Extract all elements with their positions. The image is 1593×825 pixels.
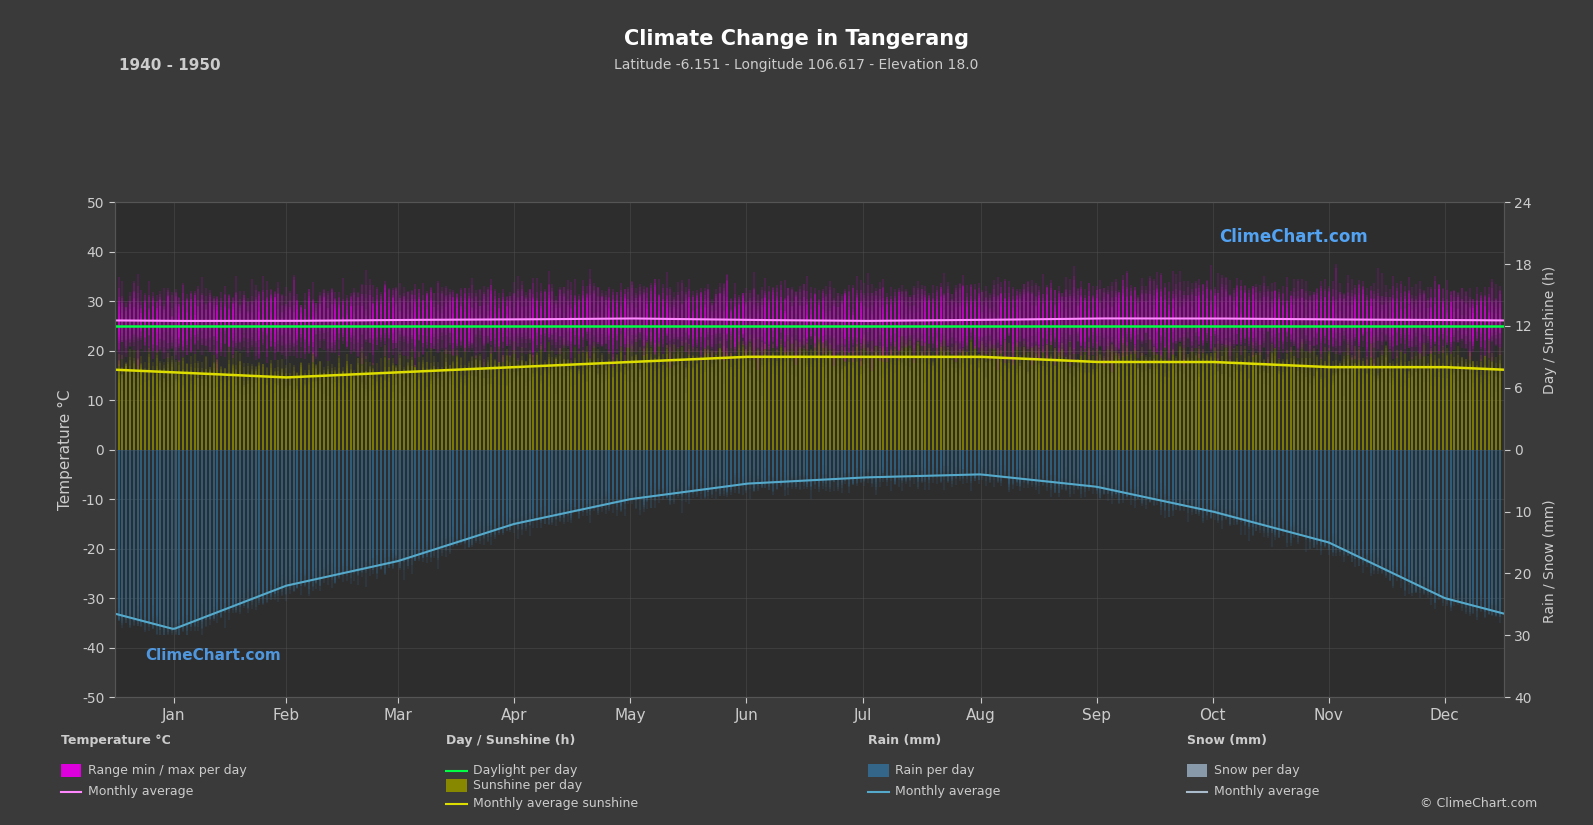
Text: Range min / max per day: Range min / max per day [88, 764, 247, 777]
Text: Day / Sunshine (h): Day / Sunshine (h) [446, 734, 575, 747]
Text: Rain / Snow (mm): Rain / Snow (mm) [1544, 499, 1556, 623]
Text: Snow (mm): Snow (mm) [1187, 734, 1266, 747]
Text: Latitude -6.151 - Longitude 106.617 - Elevation 18.0: Latitude -6.151 - Longitude 106.617 - El… [615, 58, 978, 72]
Text: Sunshine per day: Sunshine per day [473, 779, 583, 792]
Text: Climate Change in Tangerang: Climate Change in Tangerang [624, 29, 969, 49]
Text: 1940 - 1950: 1940 - 1950 [119, 58, 221, 73]
Text: © ClimeChart.com: © ClimeChart.com [1419, 797, 1537, 810]
Text: Monthly average: Monthly average [1214, 785, 1319, 799]
Text: ClimeChart.com: ClimeChart.com [1219, 228, 1368, 246]
Y-axis label: Temperature °C: Temperature °C [59, 389, 73, 510]
Text: ClimeChart.com: ClimeChart.com [145, 648, 280, 663]
Text: Monthly average sunshine: Monthly average sunshine [473, 797, 639, 810]
Text: Rain per day: Rain per day [895, 764, 975, 777]
Text: Day / Sunshine (h): Day / Sunshine (h) [1544, 266, 1556, 394]
Text: Daylight per day: Daylight per day [473, 764, 578, 777]
Text: Monthly average: Monthly average [88, 785, 193, 799]
Text: Temperature °C: Temperature °C [61, 734, 170, 747]
Text: Rain (mm): Rain (mm) [868, 734, 941, 747]
Text: Monthly average: Monthly average [895, 785, 1000, 799]
Text: Snow per day: Snow per day [1214, 764, 1300, 777]
